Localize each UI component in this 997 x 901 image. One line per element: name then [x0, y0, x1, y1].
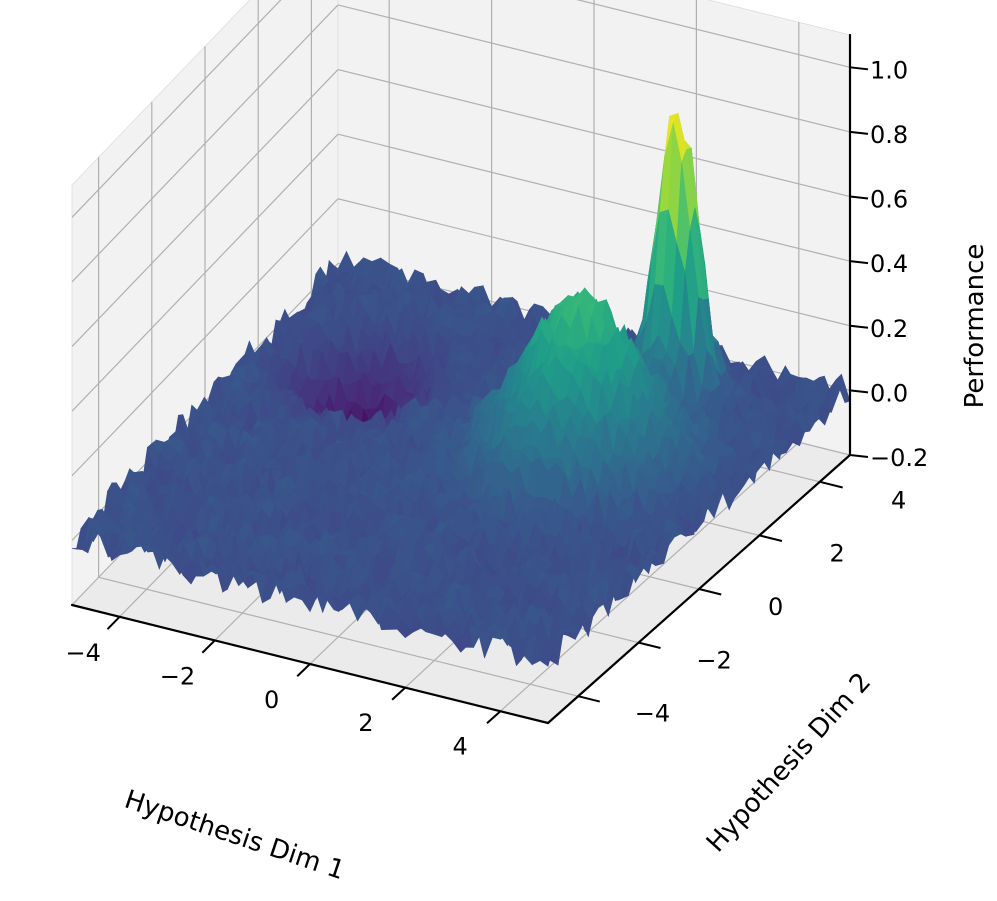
z-grid-back	[337, 198, 851, 327]
z-tick-label: 0.0	[870, 379, 908, 407]
z-tick-label: −0.2	[870, 444, 928, 472]
z-grid-back	[337, 68, 851, 198]
x-tick	[391, 686, 406, 701]
x-tick-label: 4	[452, 733, 467, 761]
z-tick	[849, 389, 869, 394]
axes	[70, 33, 869, 725]
z-grid-left	[71, 0, 282, 218]
x-tick-label: −4	[66, 639, 101, 667]
y-tick-label: 0	[768, 593, 783, 621]
z-grid-back	[337, 133, 851, 262]
y-tick-label: 4	[891, 486, 906, 514]
z-tick-label: 0.2	[870, 315, 908, 343]
x-tick	[296, 663, 311, 677]
z-tick-label: 0.8	[870, 121, 908, 149]
x-tick-label: 0	[264, 686, 279, 714]
z-grid-left	[71, 198, 339, 477]
z-grid-left	[71, 4, 339, 283]
y-tick	[759, 534, 783, 542]
z-tick	[849, 130, 869, 135]
z-tick	[849, 195, 869, 200]
z-tick-label: 0.6	[870, 186, 908, 214]
x-tick	[201, 639, 216, 654]
z-tick	[849, 324, 869, 329]
y-tick	[698, 588, 722, 596]
z-grid-back	[576, 0, 851, 68]
surface-mesh	[71, 112, 851, 667]
z-tick-label: 0.4	[870, 250, 908, 278]
z-tick	[849, 66, 869, 71]
z-axis-label: Performance	[960, 244, 990, 409]
y-tick-label: −4	[635, 700, 670, 728]
y-tick	[819, 480, 843, 489]
x-tick-label: 2	[358, 709, 373, 737]
z-tick	[849, 454, 869, 458]
y-grid-floor	[98, 576, 579, 697]
y-tick	[577, 695, 601, 703]
z-grid-back	[337, 4, 851, 133]
surface-patch	[539, 648, 554, 667]
tick-labels: −4 −2 0 2 4 −4 −2 0 2 4 −0.2 0.0 0.2 0.4 0.6 0.8 1.0	[66, 56, 929, 760]
z-grid-left	[71, 133, 339, 412]
z-tick-label: 1.0	[870, 56, 908, 84]
y-tick-label: −2	[696, 646, 731, 674]
z-tick	[849, 260, 869, 265]
y-tick-label: 2	[829, 540, 844, 568]
x-tick	[106, 616, 121, 630]
y-tick	[638, 641, 661, 650]
x-tick-label: −2	[160, 662, 195, 690]
y-axis-label: Hypothesis Dim 2	[701, 667, 877, 858]
z-grid-left	[71, 69, 339, 347]
x-axis-label: Hypothesis Dim 1	[121, 785, 349, 886]
x-tick	[486, 710, 502, 725]
